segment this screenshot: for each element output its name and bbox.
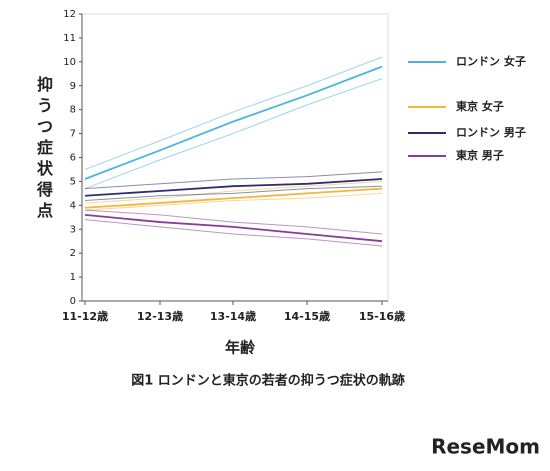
y-tick-label: 0 [70, 296, 76, 307]
y-axis-label: 抑うつ症状得点 [36, 75, 54, 220]
x-tick-label: 14-15歳 [284, 309, 330, 323]
ci-line [84, 192, 383, 211]
ci-line [84, 209, 383, 235]
ci-line [84, 180, 383, 204]
y-tick-label: 5 [70, 176, 76, 187]
ci-line [84, 56, 383, 170]
x-tick-label: 13-14歳 [210, 309, 256, 323]
ci-line [84, 171, 383, 190]
caption: 図1 ロンドンと東京の若者の抑うつ症状の軌跡 [131, 373, 405, 389]
x-axis-label: 年齢 [225, 339, 256, 357]
series-line [84, 178, 383, 197]
y-tick-label: 4 [70, 200, 76, 211]
ci-line [84, 185, 383, 202]
legend-label: 東京 男子 [456, 148, 504, 162]
y-tick-label: 3 [70, 224, 76, 235]
y-tick-label: 9 [70, 81, 76, 92]
series-line [84, 187, 383, 209]
legend-label: ロンドン 男子 [456, 126, 526, 139]
y-tick-label: 10 [63, 57, 76, 68]
x-tick-label: 11-12歳 [62, 309, 108, 323]
y-tick-label: 8 [70, 105, 76, 116]
y-tick-label: 12 [63, 9, 76, 20]
y-tick-label: 11 [63, 33, 76, 44]
y-tick-label: 7 [70, 129, 76, 140]
ci-line [84, 219, 383, 247]
series-line [84, 65, 383, 180]
watermark: ReseMom [431, 435, 540, 459]
legend-label: ロンドン 女子 [456, 54, 526, 68]
series-line [84, 214, 383, 243]
legend-label: 東京 女子 [456, 99, 504, 113]
y-tick-label: 2 [70, 248, 76, 259]
y-tick-label: 1 [70, 272, 76, 283]
y-tick-label: 6 [70, 153, 76, 164]
x-tick-label: 12-13歳 [137, 309, 183, 323]
ci-line [84, 78, 383, 190]
x-tick-label: 15-16歳 [359, 309, 405, 323]
